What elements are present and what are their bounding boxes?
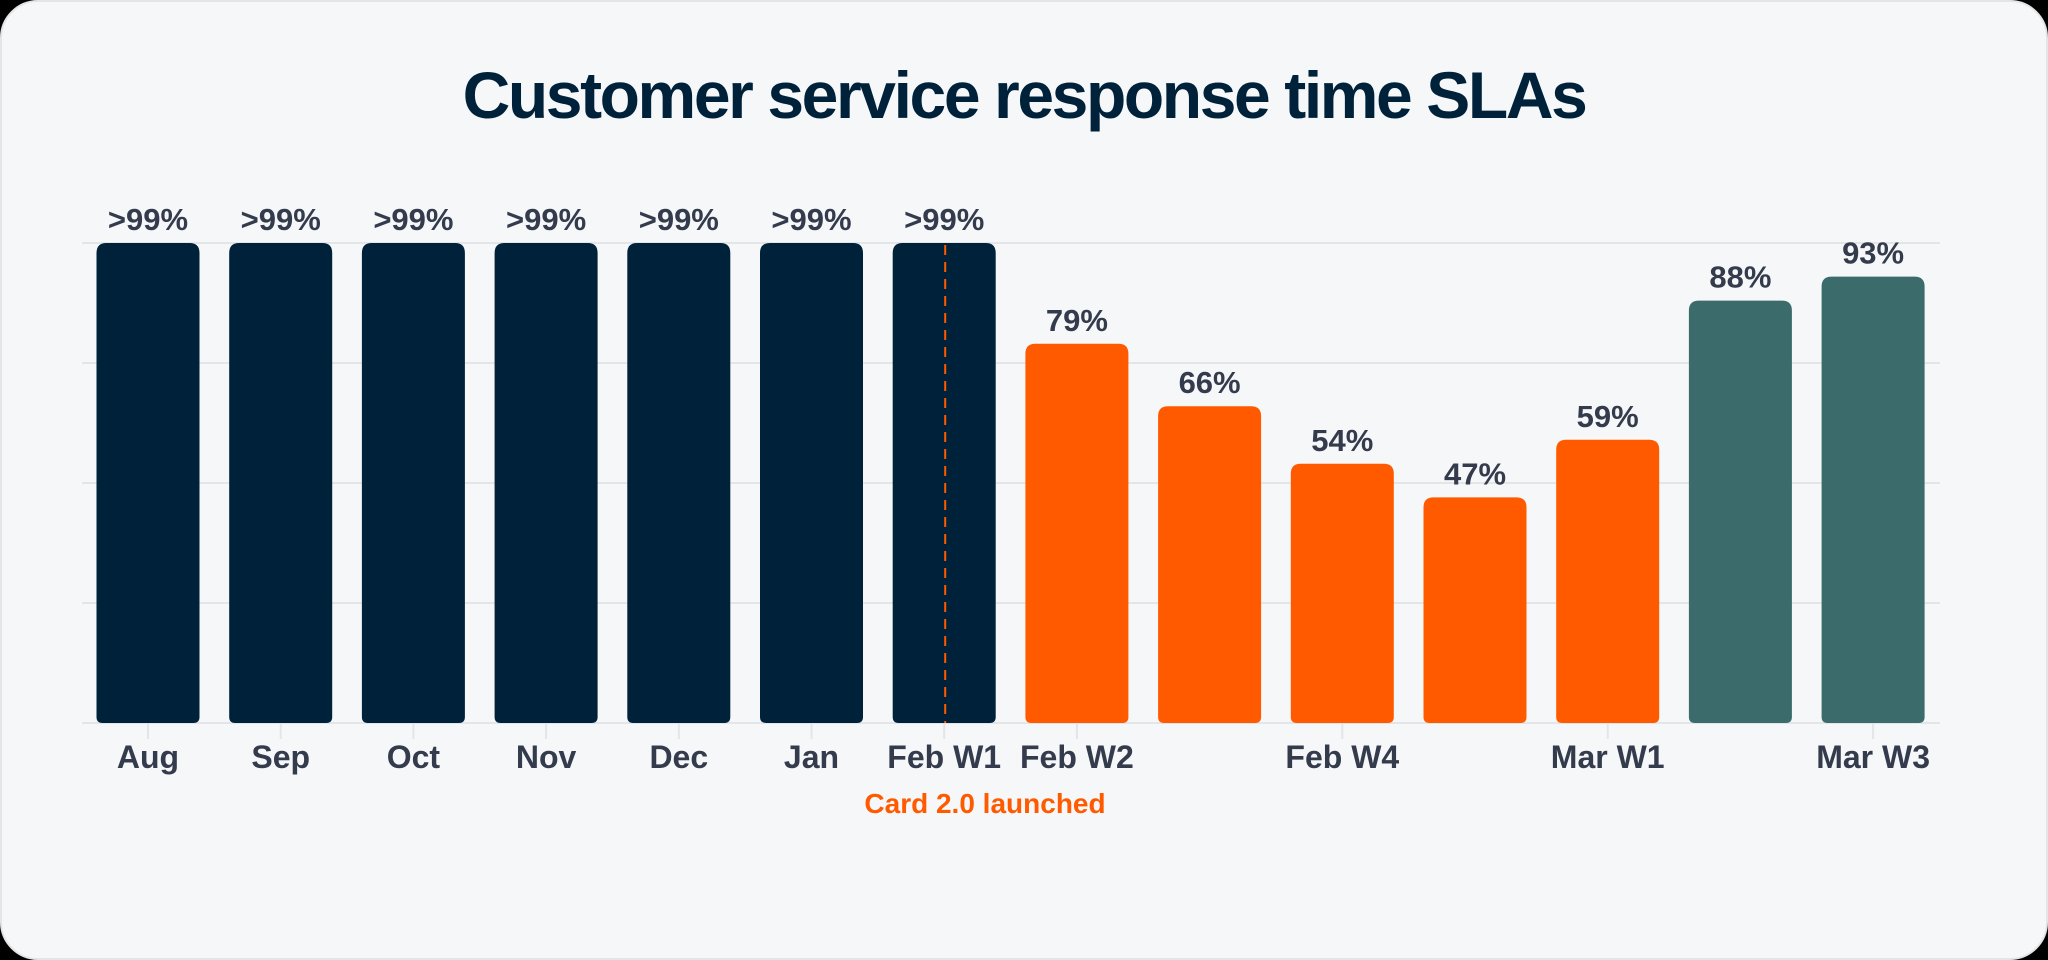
data-label: >99% xyxy=(241,202,321,237)
x-tick-label: Sep xyxy=(251,739,310,775)
data-label: >99% xyxy=(506,202,586,237)
data-label: >99% xyxy=(904,202,984,237)
data-label: >99% xyxy=(108,202,188,237)
data-labels: >99% >99% >99% >99% >99% >99% >99% 79% 66% 54% 47%… xyxy=(108,202,1904,491)
data-label: 66% xyxy=(1179,365,1241,400)
gridlines xyxy=(82,242,1940,724)
data-label: 59% xyxy=(1577,399,1639,434)
x-tick-labels: Aug Sep Oct Nov Dec Jan Feb W1 Feb W2 Feb W4 Mar … xyxy=(117,739,1930,775)
bar-feb-w4 xyxy=(1290,463,1394,723)
x-tick-label: Jan xyxy=(784,739,839,775)
x-tick-label: Feb W4 xyxy=(1285,739,1399,775)
data-label: 79% xyxy=(1046,303,1108,338)
x-ticks xyxy=(147,723,1875,739)
data-label: >99% xyxy=(771,202,851,237)
x-tick-label: Oct xyxy=(387,739,441,775)
x-tick-label: Mar W1 xyxy=(1551,739,1665,775)
bar-dec xyxy=(627,243,731,723)
x-tick-label: Nov xyxy=(516,739,577,775)
data-label: >99% xyxy=(639,202,719,237)
bar-mar-w2 xyxy=(1688,300,1792,723)
x-tick-label: Feb W1 xyxy=(887,739,1001,775)
bar-feb-w2 xyxy=(1025,343,1129,723)
annotation-label: Card 2.0 launched xyxy=(864,788,1105,819)
bar-nov xyxy=(494,243,598,723)
x-tick-label: Aug xyxy=(117,739,179,775)
bar-jan xyxy=(760,243,863,723)
bars xyxy=(96,243,1925,723)
bar-mar-w1 xyxy=(1556,439,1660,723)
x-tick-label: Mar W3 xyxy=(1816,739,1930,775)
bar-aug xyxy=(96,243,200,723)
data-label: >99% xyxy=(373,202,453,237)
bar-sep xyxy=(229,243,333,723)
chart-title: Customer service response time SLAs xyxy=(462,58,1588,132)
x-tick-label: Dec xyxy=(649,739,708,775)
data-label: 88% xyxy=(1709,260,1771,295)
bar-oct xyxy=(361,243,465,723)
bar-feb-w5 xyxy=(1423,497,1527,723)
data-label: 93% xyxy=(1842,236,1904,271)
bar-feb-w3 xyxy=(1158,406,1262,723)
data-label: 54% xyxy=(1311,423,1373,458)
bar-mar-w3 xyxy=(1821,276,1925,723)
annotation: Card 2.0 launched xyxy=(864,245,1106,819)
x-tick-label: Feb W2 xyxy=(1020,739,1134,775)
data-label: 47% xyxy=(1444,456,1506,491)
